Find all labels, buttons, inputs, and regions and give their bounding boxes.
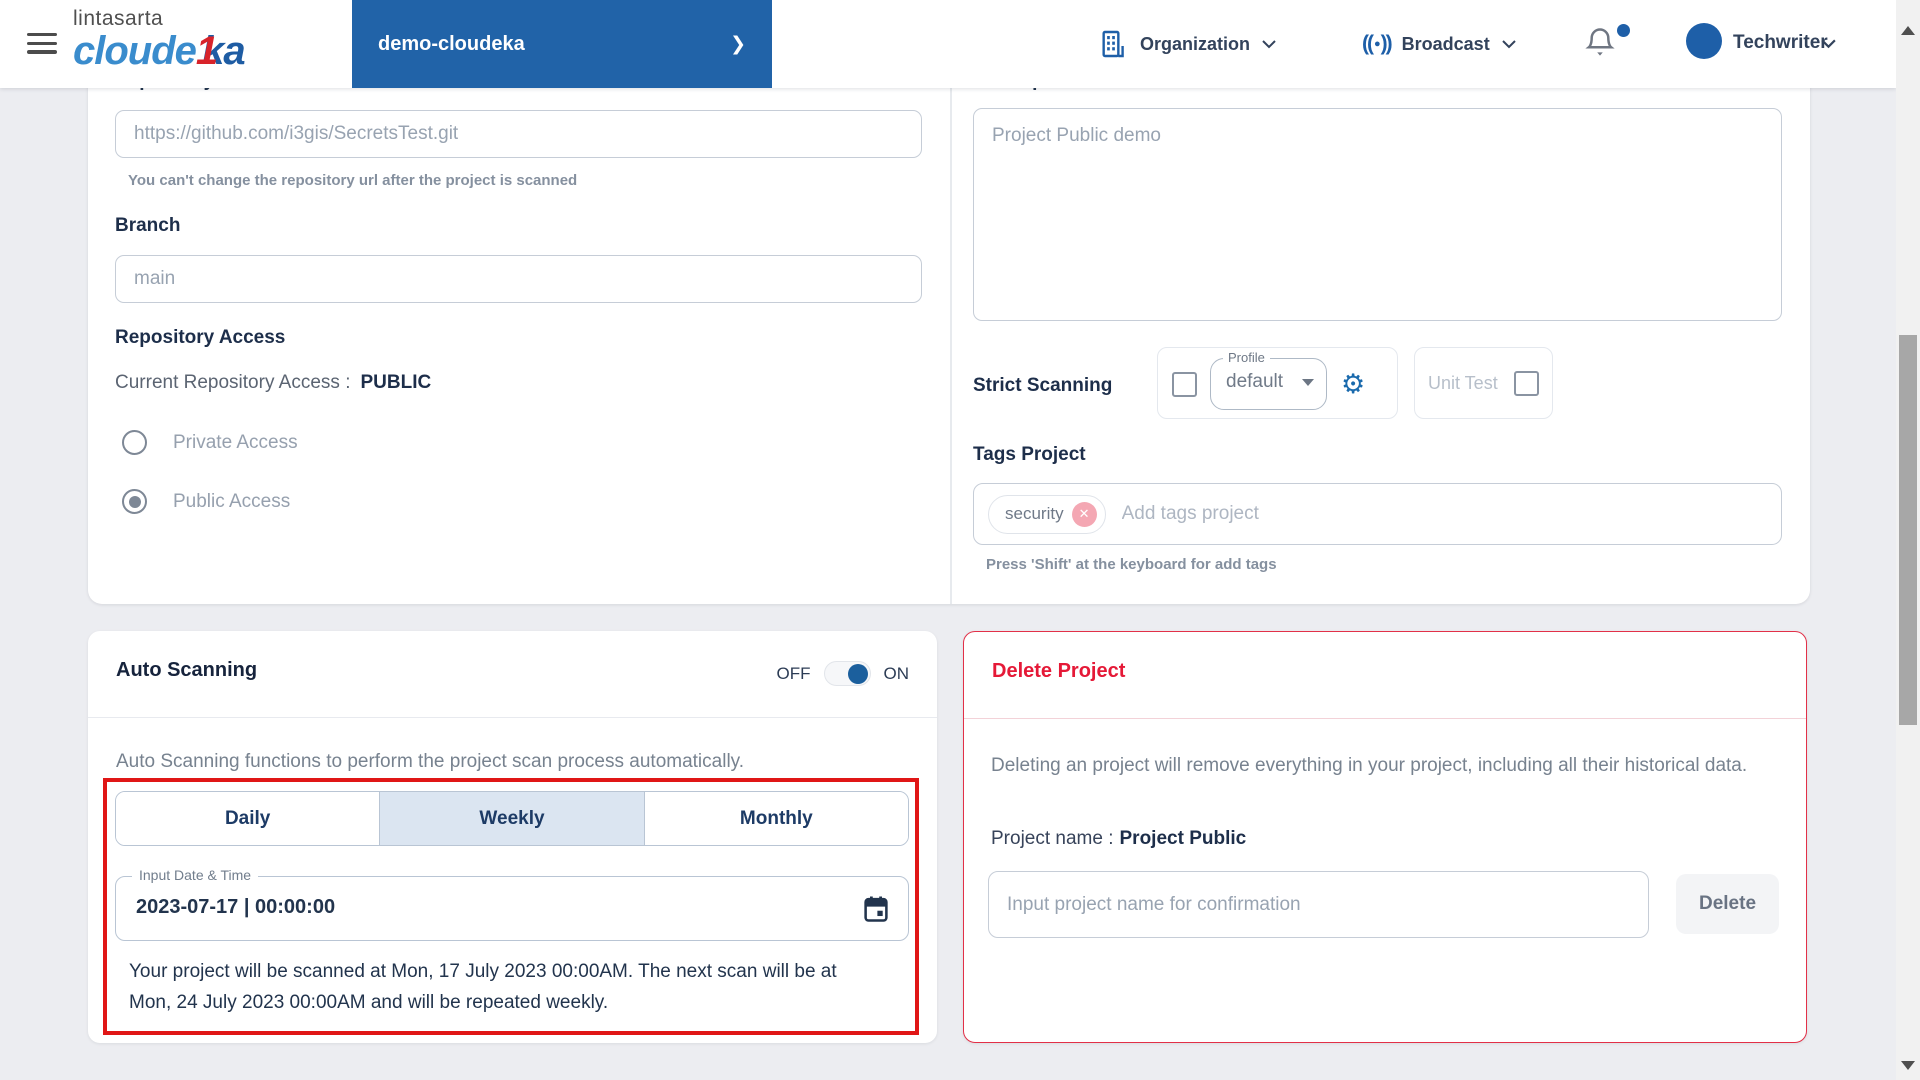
tags-input-box[interactable]: security ✕ (973, 483, 1782, 545)
radio-public-label: Public Access (173, 490, 291, 512)
project-name-value: Project Public (1119, 828, 1247, 849)
delete-button[interactable]: Delete (1676, 874, 1779, 934)
tag-chip-security: security ✕ (988, 494, 1106, 534)
current-access-label: Current Repository Access : (115, 372, 351, 393)
current-access-value: PUBLIC (360, 372, 432, 393)
scroll-up-arrow-icon[interactable] (1901, 26, 1915, 35)
organization-building-icon (1102, 30, 1124, 58)
schedule-highlight-box (103, 778, 919, 1035)
project-banner[interactable]: demo-cloudeka ❯ (352, 0, 772, 88)
radio-private-access[interactable]: Private Access (122, 430, 298, 455)
tag-remove-icon[interactable]: ✕ (1071, 501, 1097, 527)
branch-label: Branch (115, 215, 181, 236)
profile-select-value: default (1226, 371, 1284, 392)
tab-daily[interactable]: Daily (116, 792, 380, 845)
organization-menu[interactable]: Organization (1097, 0, 1277, 88)
repository-helper-text: You can't change the repository url afte… (128, 172, 578, 189)
chevron-down-icon (1262, 40, 1276, 49)
calendar-icon[interactable] (862, 894, 890, 929)
notifications-button[interactable] (1583, 24, 1630, 68)
delete-project-title: Delete Project (992, 660, 1126, 682)
broadcast-label: Broadcast (1401, 33, 1490, 54)
logo-link[interactable]: lintasarta cloude1ka (73, 7, 246, 73)
unit-test-checkbox[interactable] (1514, 370, 1539, 396)
tags-helper-text: Press 'Shift' at the keyboard for add ta… (986, 556, 1277, 573)
radio-private-icon[interactable] (122, 430, 147, 455)
repository-url-input[interactable] (115, 110, 922, 158)
toggle-off-label: OFF (776, 663, 811, 683)
logo-lintasarta: lintasarta (73, 7, 164, 30)
toggle-on-label: ON (883, 663, 910, 683)
auto-scanning-toggle-row: OFF ON (776, 661, 910, 686)
tag-chip-label: security (1005, 504, 1064, 523)
project-banner-label: demo-cloudeka (378, 32, 525, 55)
logo-cloudeka: cloude1ka (73, 29, 246, 73)
auto-scanning-description: Auto Scanning functions to perform the p… (116, 751, 745, 772)
auto-scanning-toggle[interactable] (823, 661, 871, 686)
chevron-down-icon (1501, 40, 1516, 49)
delete-project-card: Delete Project Deleting an project will … (963, 631, 1807, 1043)
profile-settings-gear-icon[interactable]: ⚙ (1341, 369, 1366, 399)
notification-dot (1617, 24, 1630, 37)
tab-monthly[interactable]: Monthly (644, 792, 908, 845)
add-tags-input[interactable] (1119, 502, 1767, 526)
delete-card-divider (964, 718, 1806, 719)
radio-public-icon-selected[interactable] (122, 489, 147, 514)
unit-test-group: Unit Test (1414, 347, 1553, 419)
unit-test-label: Unit Test (1428, 372, 1498, 393)
bell-icon (1585, 28, 1615, 56)
delete-project-description: Deleting an project will remove everythi… (991, 755, 1748, 776)
delete-confirmation-input[interactable] (988, 871, 1649, 938)
profile-select-label: Profile (1223, 350, 1270, 365)
schedule-text: Your project will be scanned at Mon, 17 … (129, 961, 837, 1013)
column-divider (950, 0, 952, 604)
description-textarea[interactable] (973, 108, 1782, 321)
menu-icon[interactable] (27, 33, 57, 55)
repository-access-heading: Repository Access (115, 327, 286, 348)
scrollbar-thumb[interactable] (1899, 335, 1917, 725)
profile-caret-icon (1302, 379, 1314, 386)
broadcast-icon: ((●)) (1362, 32, 1393, 55)
project-settings-card: Repository Url You can't change the repo… (88, 0, 1810, 604)
branch-input[interactable] (115, 255, 922, 303)
chevron-right-icon: ❯ (730, 33, 746, 55)
toggle-knob (847, 663, 868, 684)
chevron-down-icon[interactable] (1820, 38, 1837, 49)
project-name-label: Project name : (991, 828, 1114, 849)
strict-scanning-label: Strict Scanning (973, 375, 1113, 396)
radio-public-access[interactable]: Public Access (122, 489, 290, 514)
scroll-down-arrow-icon[interactable] (1901, 1061, 1915, 1070)
user-name[interactable]: Techwriter (1733, 32, 1828, 53)
user-avatar[interactable] (1686, 23, 1722, 59)
date-time-value: 2023-07-17 | 00:00:00 (136, 896, 336, 918)
frequency-tabs: Daily Weekly Monthly (115, 791, 909, 846)
project-name-row: Project name : Project Public (991, 828, 1246, 850)
profile-select[interactable]: Profile default (1210, 350, 1327, 410)
tab-weekly-active[interactable]: Weekly (379, 792, 645, 845)
app-header: lintasarta cloude1ka demo-cloudeka ❯ Org… (0, 0, 1896, 88)
organization-label: Organization (1140, 33, 1251, 54)
radio-private-label: Private Access (173, 431, 298, 453)
date-time-field[interactable]: Input Date & Time 2023-07-17 | 00:00:00 (115, 867, 909, 941)
auto-scanning-card: Auto Scanning OFF ON Auto Scanning funct… (88, 631, 937, 1043)
broadcast-menu[interactable]: ((●)) Broadcast (1362, 0, 1517, 88)
card-divider (88, 717, 937, 718)
strict-scanning-checkbox[interactable] (1172, 372, 1197, 397)
date-time-label: Input Date & Time (132, 867, 259, 883)
vertical-scrollbar[interactable] (1896, 0, 1920, 1080)
strict-scanning-group: Profile default ⚙ (1157, 347, 1398, 419)
tags-project-heading: Tags Project (973, 444, 1086, 465)
auto-scanning-title: Auto Scanning (116, 659, 258, 681)
current-access-row: Current Repository Access : PUBLIC (115, 372, 431, 394)
